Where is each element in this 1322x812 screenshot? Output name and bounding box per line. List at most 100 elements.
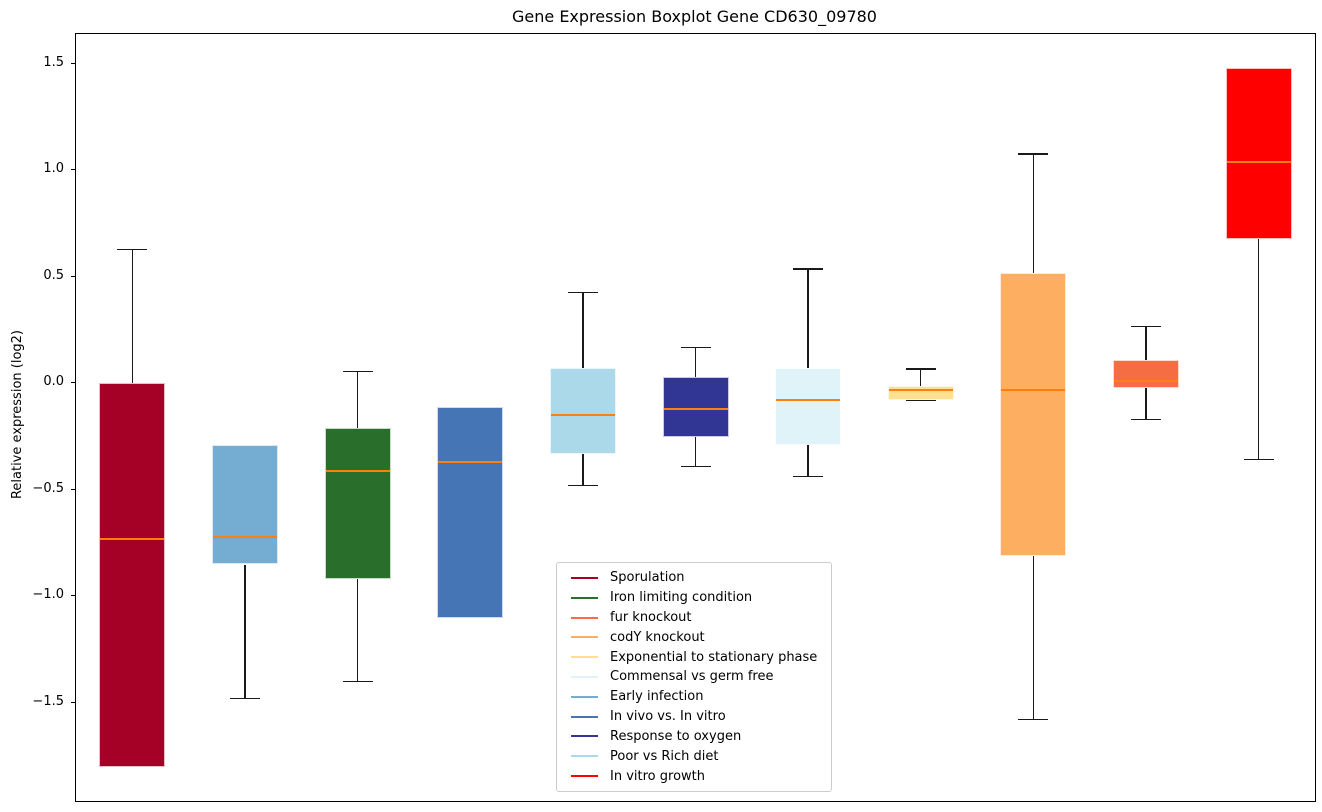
y-axis-label: Relative expression (log2) bbox=[10, 330, 25, 500]
legend-label: Sporulation bbox=[610, 570, 685, 586]
legend-item-exponential-to-stationary-phase: Exponential to stationary phase bbox=[565, 648, 823, 667]
legend-swatch bbox=[571, 576, 598, 579]
legend-label: In vitro growth bbox=[610, 768, 705, 784]
upper-whisker-cap bbox=[342, 370, 373, 372]
upper-whisker-cap bbox=[567, 291, 598, 294]
y-tick-mark bbox=[71, 488, 75, 490]
median-line bbox=[776, 399, 841, 402]
y-tick-label: −0.5 bbox=[32, 480, 64, 496]
legend-label: codY knockout bbox=[610, 629, 705, 645]
box-sporulation bbox=[99, 383, 166, 767]
legend-item-commensal-vs-germ-free: Commensal vs germ free bbox=[565, 667, 823, 686]
upper-whisker bbox=[582, 291, 584, 369]
legend-swatch bbox=[571, 735, 598, 738]
chart-title: Gene Expression Boxplot Gene CD630_09780 bbox=[512, 7, 877, 26]
upper-whisker bbox=[1032, 153, 1035, 273]
legend-swatch bbox=[571, 636, 598, 639]
y-tick-label: 1.0 bbox=[43, 161, 64, 177]
legend-label: Poor vs Rich diet bbox=[610, 748, 719, 764]
lower-whisker bbox=[356, 579, 359, 682]
y-tick-label: −1.5 bbox=[32, 693, 64, 709]
median-line bbox=[1226, 160, 1291, 163]
median-line bbox=[888, 388, 953, 391]
box-early-infection bbox=[211, 445, 278, 565]
upper-whisker bbox=[1145, 325, 1147, 360]
legend-label: In vivo vs. In vitro bbox=[610, 709, 726, 725]
median-line bbox=[1114, 380, 1179, 383]
legend-swatch bbox=[571, 715, 598, 718]
box-commensal-vs-germ-free bbox=[775, 368, 842, 446]
y-tick-label: −1.0 bbox=[32, 587, 64, 603]
upper-whisker-cap bbox=[1018, 153, 1049, 155]
upper-whisker-cap bbox=[793, 268, 824, 270]
y-tick-mark bbox=[71, 275, 75, 277]
box-in-vitro-growth bbox=[1225, 68, 1292, 239]
lower-whisker bbox=[694, 436, 697, 467]
legend-label: Exponential to stationary phase bbox=[610, 649, 818, 665]
legend-swatch bbox=[571, 675, 598, 678]
median-line bbox=[1001, 388, 1066, 391]
y-tick-label: 0.0 bbox=[43, 374, 64, 390]
lower-whisker-cap bbox=[567, 484, 598, 486]
legend-label: Commensal vs germ free bbox=[610, 669, 774, 685]
lower-whisker-cap bbox=[342, 680, 373, 682]
upper-whisker bbox=[694, 347, 697, 377]
legend-swatch bbox=[571, 656, 598, 659]
y-tick-label: 1.5 bbox=[43, 54, 64, 70]
upper-whisker-cap bbox=[905, 368, 936, 370]
median-line bbox=[550, 414, 615, 417]
legend-item-early-infection: Early infection bbox=[565, 687, 823, 706]
y-tick-mark bbox=[71, 169, 75, 171]
upper-whisker-cap bbox=[680, 347, 711, 349]
upper-whisker bbox=[131, 249, 133, 384]
box-iron-limiting-condition bbox=[324, 428, 391, 580]
upper-whisker bbox=[807, 268, 809, 369]
y-tick-mark bbox=[71, 595, 75, 597]
lower-whisker-cap bbox=[229, 697, 260, 700]
median-line bbox=[438, 461, 503, 464]
lower-whisker-cap bbox=[1243, 459, 1274, 461]
legend-swatch bbox=[571, 775, 598, 778]
legend-item-poor-vs-rich-diet: Poor vs Rich diet bbox=[565, 747, 823, 766]
median-line bbox=[212, 535, 277, 538]
lower-whisker bbox=[582, 453, 584, 486]
lower-whisker-cap bbox=[793, 476, 824, 478]
box-cody-knockout bbox=[1000, 272, 1067, 556]
legend-item-fur-knockout: fur knockout bbox=[565, 608, 823, 627]
legend-label: Early infection bbox=[610, 689, 704, 705]
median-line bbox=[325, 469, 390, 472]
box-response-to-oxygen bbox=[662, 377, 729, 437]
box-exponential-to-stationary-phase bbox=[887, 385, 954, 401]
y-tick-label: 0.5 bbox=[43, 267, 64, 283]
legend-item-sporulation: Sporulation bbox=[565, 568, 823, 587]
lower-whisker-cap bbox=[680, 465, 711, 467]
legend-label: Iron limiting condition bbox=[610, 590, 753, 606]
lower-whisker bbox=[244, 564, 246, 699]
legend-item-response-to-oxygen: Response to oxygen bbox=[565, 727, 823, 746]
legend-label: Response to oxygen bbox=[610, 728, 742, 744]
y-tick-mark bbox=[71, 382, 75, 384]
upper-whisker-cap bbox=[1131, 325, 1162, 328]
legend-item-cody-knockout: codY knockout bbox=[565, 628, 823, 647]
lower-whisker-cap bbox=[1018, 719, 1049, 721]
upper-whisker-cap bbox=[117, 249, 148, 251]
legend-swatch bbox=[571, 695, 598, 698]
median-line bbox=[100, 537, 165, 540]
legend-swatch bbox=[571, 755, 598, 758]
legend-swatch bbox=[571, 596, 598, 599]
legend-item-in-vitro-growth: In vitro growth bbox=[565, 767, 823, 786]
lower-whisker bbox=[1145, 387, 1147, 420]
legend-item-iron-limiting-condition: Iron limiting condition bbox=[565, 588, 823, 607]
lower-whisker bbox=[1258, 238, 1260, 461]
lower-whisker-cap bbox=[1131, 418, 1162, 420]
y-tick-mark bbox=[71, 62, 75, 64]
box-poor-vs-rich-diet bbox=[549, 368, 616, 454]
upper-whisker bbox=[356, 370, 359, 429]
lower-whisker bbox=[807, 445, 809, 478]
lower-whisker bbox=[1032, 555, 1035, 721]
box-fur-knockout bbox=[1113, 359, 1180, 388]
legend-item-in-vivo-vs-in-vitro: In vivo vs. In vitro bbox=[565, 707, 823, 726]
legend: Sporulation Iron limiting condition fur kn… bbox=[556, 562, 832, 792]
upper-whisker bbox=[920, 368, 922, 386]
